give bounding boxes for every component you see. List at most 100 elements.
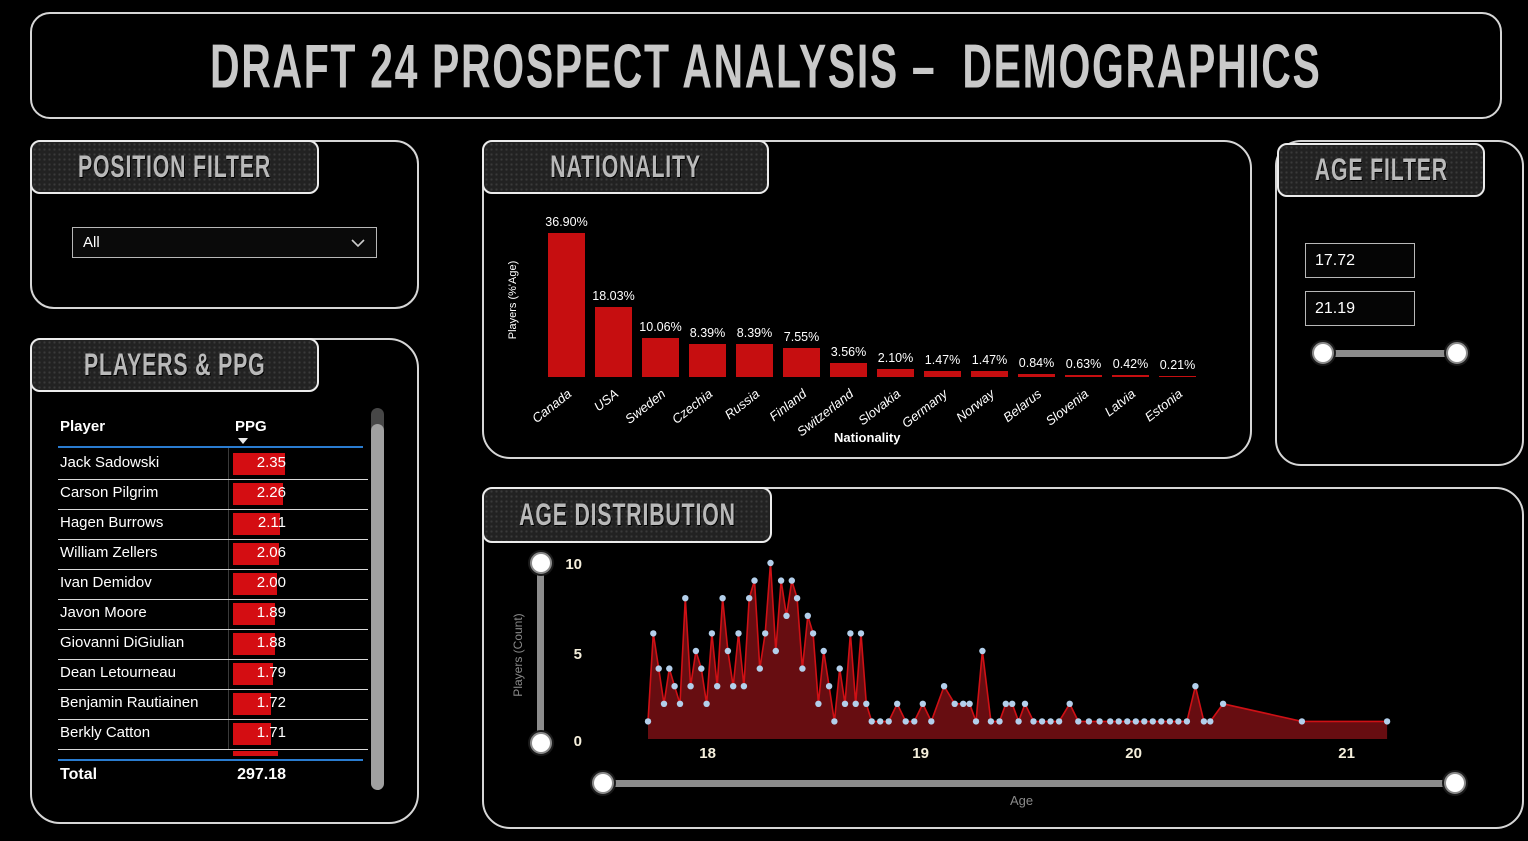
- nationality-bar-norway[interactable]: [971, 371, 1008, 377]
- data-point-marker[interactable]: [1383, 718, 1391, 725]
- data-point-marker[interactable]: [847, 630, 854, 637]
- age-max-field[interactable]: [1305, 291, 1415, 326]
- count-slider-handle-min[interactable]: [529, 732, 552, 754]
- nationality-bar-usa[interactable]: [595, 306, 632, 377]
- nationality-bar-estonia[interactable]: [1159, 375, 1196, 377]
- data-point-marker[interactable]: [650, 630, 657, 637]
- data-point-marker[interactable]: [1298, 718, 1306, 725]
- age-filter-slider-handle-max[interactable]: [1446, 342, 1468, 364]
- table-row[interactable]: Hagen Burrows 2.11: [58, 509, 368, 540]
- data-point-marker[interactable]: [987, 718, 995, 725]
- data-point-marker[interactable]: [831, 718, 838, 725]
- data-point-marker[interactable]: [1038, 718, 1046, 725]
- data-point-marker[interactable]: [1175, 718, 1182, 725]
- data-point-marker[interactable]: [1009, 700, 1016, 707]
- data-point-marker[interactable]: [740, 683, 748, 690]
- data-point-marker[interactable]: [1107, 718, 1114, 725]
- data-point-marker[interactable]: [885, 718, 892, 725]
- data-point-marker[interactable]: [863, 700, 870, 707]
- count-slider-handle-max[interactable]: [529, 552, 552, 574]
- data-point-marker[interactable]: [966, 700, 973, 707]
- nationality-bar-czechia[interactable]: [689, 344, 726, 377]
- data-point-marker[interactable]: [825, 683, 833, 690]
- table-row[interactable]: Berkly Catton 1.71: [58, 719, 368, 750]
- data-point-marker[interactable]: [1200, 718, 1208, 725]
- data-point-marker[interactable]: [676, 700, 684, 707]
- data-point-marker[interactable]: [1055, 718, 1063, 725]
- data-point-marker[interactable]: [1030, 718, 1037, 725]
- data-point-marker[interactable]: [799, 665, 806, 672]
- data-point-marker[interactable]: [868, 718, 875, 725]
- data-point-marker[interactable]: [1115, 718, 1122, 725]
- data-point-marker[interactable]: [852, 700, 859, 707]
- data-point-marker[interactable]: [894, 700, 901, 707]
- data-point-marker[interactable]: [836, 665, 843, 672]
- data-point-marker[interactable]: [655, 665, 662, 672]
- nationality-bar-sweden[interactable]: [642, 337, 679, 377]
- data-point-marker[interactable]: [788, 577, 795, 584]
- data-point-marker[interactable]: [1149, 718, 1156, 725]
- age-min-field[interactable]: [1305, 243, 1415, 278]
- data-point-marker[interactable]: [660, 700, 668, 707]
- age-slider-handle-max[interactable]: [1444, 772, 1466, 794]
- data-point-marker[interactable]: [1192, 683, 1199, 690]
- data-point-marker[interactable]: [857, 630, 865, 637]
- table-row[interactable]: William Zellers 2.06: [58, 539, 368, 570]
- data-point-marker[interactable]: [919, 700, 926, 707]
- data-point-marker[interactable]: [746, 595, 753, 602]
- data-point-marker[interactable]: [877, 718, 884, 725]
- data-point-marker[interactable]: [815, 700, 822, 707]
- table-row[interactable]: Dean Letourneau 1.79: [58, 659, 368, 690]
- data-point-marker[interactable]: [671, 683, 678, 690]
- table-row[interactable]: Benjamin Rautiainen 1.72: [58, 689, 368, 720]
- data-point-marker[interactable]: [692, 647, 700, 655]
- data-point-marker[interactable]: [1085, 718, 1093, 725]
- data-point-marker[interactable]: [719, 595, 726, 602]
- data-point-marker[interactable]: [777, 577, 785, 584]
- data-point-marker[interactable]: [1015, 718, 1022, 725]
- data-point-marker[interactable]: [1132, 718, 1139, 725]
- nationality-bar-canada[interactable]: [548, 233, 585, 377]
- nationality-bar-switzerland[interactable]: [830, 363, 867, 377]
- nationality-bar-latvia[interactable]: [1112, 375, 1149, 377]
- data-point-marker[interactable]: [1124, 718, 1131, 725]
- data-point-marker[interactable]: [1066, 700, 1073, 707]
- data-point-marker[interactable]: [644, 718, 652, 725]
- data-point-marker[interactable]: [767, 559, 774, 567]
- age-filter-slider-handle-min[interactable]: [1312, 342, 1334, 364]
- count-slider-track[interactable]: [537, 563, 544, 743]
- data-point-marker[interactable]: [1021, 700, 1029, 707]
- data-point-marker[interactable]: [1207, 718, 1214, 725]
- data-point-marker[interactable]: [960, 700, 967, 707]
- data-point-marker[interactable]: [820, 647, 827, 655]
- data-point-marker[interactable]: [762, 630, 769, 637]
- data-point-marker[interactable]: [911, 718, 918, 725]
- data-point-marker[interactable]: [751, 577, 758, 584]
- data-point-marker[interactable]: [793, 595, 801, 602]
- nationality-bar-russia[interactable]: [736, 344, 773, 377]
- column-header-player[interactable]: Player: [60, 418, 106, 435]
- data-point-marker[interactable]: [735, 630, 742, 637]
- data-point-marker[interactable]: [772, 647, 779, 655]
- nationality-bar-belarus[interactable]: [1018, 373, 1055, 377]
- data-point-marker[interactable]: [698, 665, 705, 672]
- data-point-marker[interactable]: [756, 665, 763, 672]
- data-point-marker[interactable]: [1158, 718, 1165, 725]
- data-point-marker[interactable]: [951, 700, 958, 707]
- data-point-marker[interactable]: [902, 718, 909, 725]
- data-point-marker[interactable]: [928, 718, 935, 725]
- column-header-ppg[interactable]: PPG: [235, 418, 267, 435]
- nationality-bar-slovakia[interactable]: [877, 368, 914, 377]
- data-point-marker[interactable]: [1166, 718, 1174, 725]
- nationality-bar-finland[interactable]: [783, 347, 820, 377]
- data-point-marker[interactable]: [1047, 718, 1054, 725]
- data-point-marker[interactable]: [841, 700, 849, 707]
- data-point-marker[interactable]: [1219, 700, 1227, 707]
- data-point-marker[interactable]: [708, 630, 716, 637]
- data-point-marker[interactable]: [996, 718, 1003, 725]
- data-point-marker[interactable]: [940, 683, 948, 690]
- data-point-marker[interactable]: [972, 718, 980, 725]
- age-slider-handle-min[interactable]: [592, 772, 614, 794]
- data-point-marker[interactable]: [979, 647, 986, 655]
- data-point-marker[interactable]: [703, 700, 710, 707]
